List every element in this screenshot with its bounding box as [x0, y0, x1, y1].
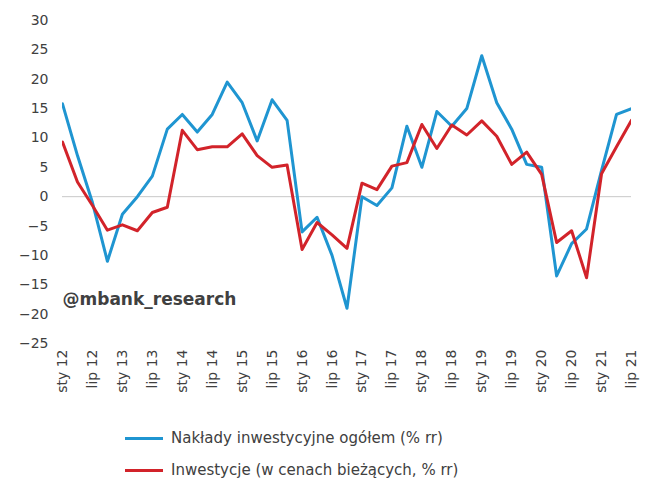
svg-text:sty 20: sty 20	[533, 350, 549, 393]
svg-text:lip 15: lip 15	[264, 350, 280, 389]
svg-text:sty 14: sty 14	[174, 349, 190, 392]
svg-text:sty 15: sty 15	[234, 350, 250, 393]
svg-text:sty 19: sty 19	[473, 350, 489, 393]
svg-text:@mbank_research: @mbank_research	[63, 289, 237, 309]
svg-text:sty 16: sty 16	[294, 349, 310, 392]
svg-text:30: 30	[31, 12, 49, 28]
svg-text:−20: −20	[19, 306, 49, 322]
svg-text:0: 0	[40, 188, 49, 204]
svg-text:sty 17: sty 17	[353, 350, 369, 393]
svg-text:25: 25	[31, 41, 49, 57]
html-text:Nakłady inwestycyjne ogółem (%: Nakłady inwestycyjne ogółem (% rr)	[171, 429, 443, 447]
svg-text:lip 17: lip 17	[383, 350, 399, 389]
svg-text:lip 18: lip 18	[443, 350, 459, 389]
svg-text:sty 13: sty 13	[114, 350, 130, 393]
svg-text:lip 20: lip 20	[563, 350, 579, 389]
svg-text:15: 15	[31, 100, 49, 116]
svg-text:lip 21: lip 21	[623, 350, 639, 389]
svg-text:10: 10	[31, 129, 49, 145]
svg-text:−10: −10	[19, 247, 49, 263]
svg-text:5: 5	[40, 159, 49, 175]
svg-text:sty 21: sty 21	[593, 350, 609, 393]
svg-text:−15: −15	[19, 276, 49, 292]
svg-text:lip 14: lip 14	[204, 349, 220, 388]
svg-text:20: 20	[31, 71, 49, 87]
svg-text:sty 12: sty 12	[54, 350, 70, 393]
svg-text:lip 13: lip 13	[144, 350, 160, 389]
svg-text:−5: −5	[28, 218, 49, 234]
svg-text:−25: −25	[19, 335, 49, 351]
svg-text:lip 19: lip 19	[503, 350, 519, 389]
svg-text:sty 18: sty 18	[413, 350, 429, 393]
svg-text:lip 12: lip 12	[84, 350, 100, 389]
html-text:Inwestycje (w cenach bieżących: Inwestycje (w cenach bieżących, % rr)	[171, 461, 459, 479]
svg-text:lip 16: lip 16	[324, 349, 340, 388]
